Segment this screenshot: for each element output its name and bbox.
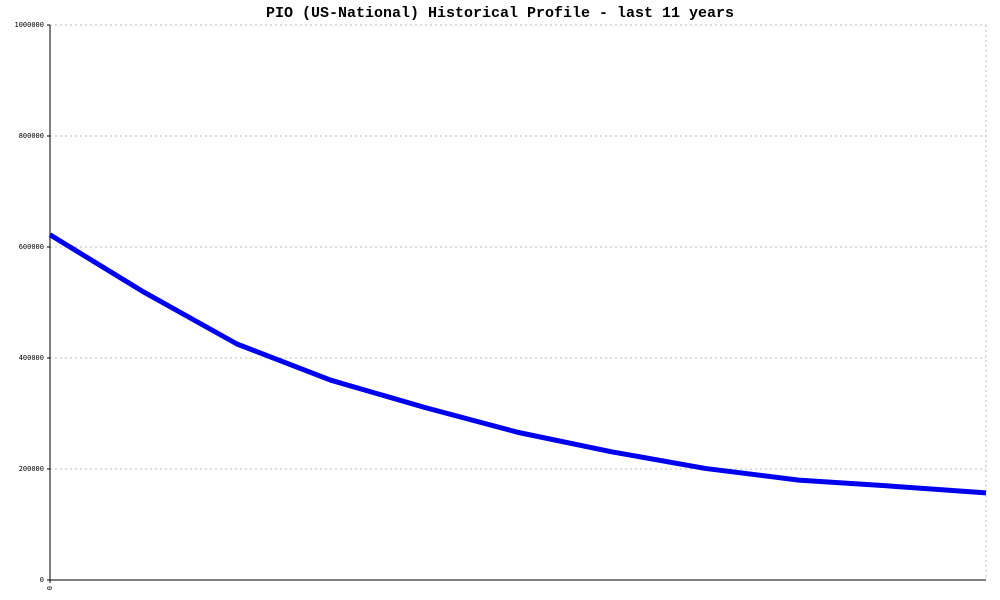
x-tick-label: 0 [46,586,54,590]
y-tick-label: 1000000 [14,21,44,29]
y-tick-label: 200000 [19,465,44,473]
data-line [48,232,987,496]
chart-title: PIO (US-National) Historical Profile - l… [266,5,734,22]
y-tick-label: 400000 [19,354,44,362]
y-tick-label: 600000 [19,243,44,251]
y-tick-label: 800000 [19,132,44,140]
y-tick-label: 0 [40,576,44,584]
